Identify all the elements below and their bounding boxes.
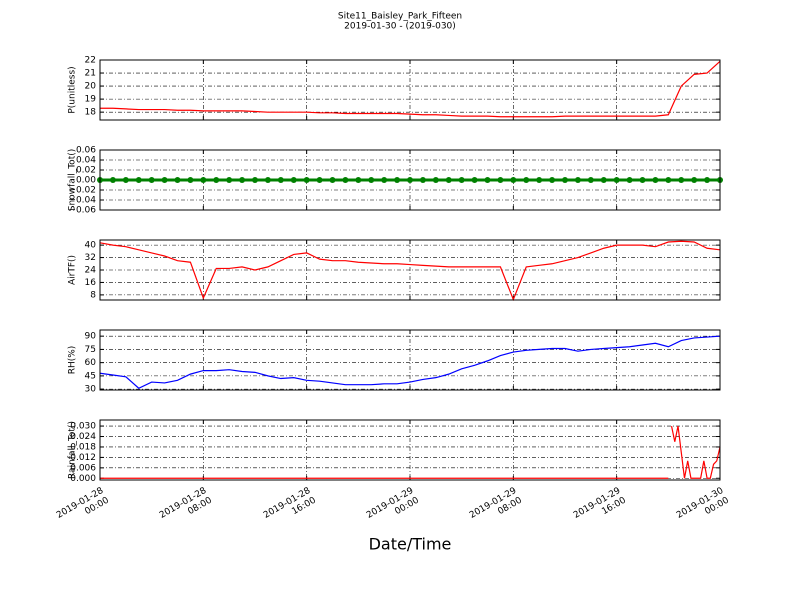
data-point xyxy=(497,177,504,183)
x-axis-label: Date/Time xyxy=(369,535,452,554)
y-tick-label: 21 xyxy=(85,69,96,79)
data-point xyxy=(252,177,258,183)
y-tick-label: 0.006 xyxy=(70,463,96,473)
y-tick-label: 0.000 xyxy=(70,474,96,484)
plot-frame xyxy=(99,59,721,121)
data-line xyxy=(99,335,721,389)
data-point xyxy=(484,177,491,183)
y-tick-label: −0.06 xyxy=(68,206,96,216)
data-point xyxy=(329,177,336,183)
y-tick-label: 18 xyxy=(85,108,97,118)
data-point xyxy=(407,177,413,183)
data-point xyxy=(316,177,323,183)
data-point xyxy=(381,177,388,183)
data-point xyxy=(187,177,194,183)
y-tick-label: 0.06 xyxy=(76,146,96,156)
y-tick-label: 40 xyxy=(85,241,97,251)
data-point xyxy=(523,177,530,183)
data-point xyxy=(587,177,594,183)
data-point xyxy=(458,177,465,183)
data-line xyxy=(100,425,721,479)
data-point xyxy=(549,177,556,183)
y-axis-label: AirTF() xyxy=(68,255,78,285)
data-point xyxy=(161,177,168,183)
data-point xyxy=(394,177,401,183)
y-axis-label: P(unitless) xyxy=(68,66,78,113)
y-tick-label: 0.012 xyxy=(70,453,96,463)
data-point xyxy=(109,177,116,183)
chart-title: Site11_Baisley_Park_Fifteen xyxy=(338,12,462,22)
y-tick-label: 20 xyxy=(85,82,97,92)
data-point xyxy=(691,177,698,183)
data-point xyxy=(200,177,207,183)
data-point xyxy=(471,177,478,183)
data-point xyxy=(678,177,685,183)
y-axis-label: Snowfall_Tot() xyxy=(68,149,78,212)
y-tick-label: 45 xyxy=(85,371,96,381)
data-point xyxy=(704,177,711,183)
data-point xyxy=(562,177,568,183)
data-point xyxy=(368,177,375,183)
data-point xyxy=(174,177,181,183)
chart-subtitle: 2019-01-30 - (2019-030) xyxy=(344,22,456,32)
data-point xyxy=(574,177,581,183)
y-tick-label: −0.04 xyxy=(68,196,96,206)
y-tick-label: 0.030 xyxy=(70,422,96,432)
y-tick-label: 0.024 xyxy=(70,432,96,442)
data-point xyxy=(445,177,452,183)
data-point xyxy=(264,177,271,183)
y-tick-label: 16 xyxy=(85,278,97,288)
y-axis-label: Rainfall_Tot() xyxy=(68,421,78,479)
data-point xyxy=(213,177,220,183)
data-line xyxy=(100,60,721,118)
data-point xyxy=(342,177,349,183)
data-point xyxy=(600,177,607,183)
y-tick-label: 22 xyxy=(85,56,96,66)
plot-frame xyxy=(99,419,721,481)
y-tick-label: 32 xyxy=(85,253,96,263)
data-point xyxy=(135,177,142,183)
data-point xyxy=(432,177,439,183)
data-point xyxy=(536,177,543,183)
y-tick-label: 60 xyxy=(85,358,97,368)
data-point xyxy=(419,177,426,183)
data-point xyxy=(652,177,659,183)
y-tick-label: 30 xyxy=(85,385,97,395)
y-tick-label: 75 xyxy=(85,345,96,355)
data-point xyxy=(122,177,129,183)
data-point xyxy=(626,177,633,183)
data-point xyxy=(510,177,517,183)
data-point xyxy=(290,177,297,183)
plot-frame xyxy=(99,149,721,211)
data-point xyxy=(277,177,284,183)
y-tick-label: 0.00 xyxy=(76,176,96,186)
plot-frame xyxy=(99,239,721,301)
data-point xyxy=(613,177,620,183)
data-point xyxy=(639,177,646,183)
y-tick-label: 8 xyxy=(90,290,96,300)
data-point xyxy=(665,177,672,183)
y-tick-label: 19 xyxy=(85,95,97,105)
y-tick-label: −0.02 xyxy=(68,186,96,196)
y-tick-label: 0.018 xyxy=(70,442,96,452)
plot-frame xyxy=(99,329,721,391)
data-point xyxy=(303,177,310,183)
y-axis-label: RH(%) xyxy=(68,346,78,375)
data-point xyxy=(355,177,362,183)
data-point xyxy=(239,177,246,183)
data-point xyxy=(226,177,233,183)
y-tick-label: 0.02 xyxy=(76,166,96,176)
y-tick-label: 90 xyxy=(85,332,97,342)
data-point xyxy=(148,177,155,183)
y-tick-label: 24 xyxy=(85,266,97,276)
data-line xyxy=(99,240,721,302)
y-tick-label: 0.04 xyxy=(76,156,96,166)
